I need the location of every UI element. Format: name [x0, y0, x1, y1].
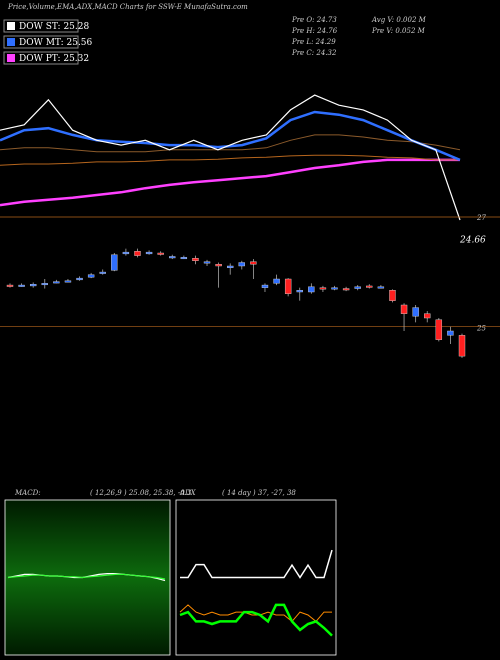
candle-body [412, 307, 419, 317]
candle-body [122, 251, 130, 255]
legend-label: DOW PT: 25.32 [19, 54, 89, 64]
candle-body [227, 265, 234, 268]
candle-body [342, 288, 350, 291]
candle-body [354, 286, 361, 289]
candle-body [308, 286, 315, 293]
candle-body [41, 283, 48, 286]
legend-label: DOW ST: 25.28 [19, 22, 89, 32]
volume-stat: Avg V: 0.002 M [371, 16, 427, 24]
legend-box [3, 19, 79, 33]
candle-body [284, 278, 292, 294]
line-series [0, 154, 460, 166]
legend-swatch [7, 38, 15, 46]
candle-body [29, 284, 37, 287]
annotation: 27 [476, 214, 486, 222]
volume-stat: Pre V: 0.052 M [371, 27, 426, 35]
line-series [0, 94, 461, 221]
legend-swatch [7, 54, 15, 62]
price-stat: Pre L: 24.29 [291, 38, 336, 46]
line-series [7, 573, 166, 580]
price-stat: Pre H: 24.76 [291, 27, 338, 35]
line-series [179, 603, 333, 637]
candle-body [87, 274, 95, 278]
legend-swatch [7, 22, 15, 30]
candle-body [458, 335, 466, 357]
candle-body [261, 284, 269, 288]
candle-body [157, 252, 164, 255]
panel-title: MACD: [14, 489, 41, 497]
title: Price,Volume,EMA,ADX,MACD Charts for SSW… [7, 3, 248, 11]
line-series [180, 549, 333, 579]
candle-body [435, 319, 443, 340]
legend-box [3, 35, 79, 49]
candle-body [169, 256, 176, 259]
candle-body [203, 261, 211, 264]
candle-body [145, 251, 153, 255]
candle-body [319, 287, 327, 290]
candle-body [447, 330, 454, 336]
candle-body [250, 261, 257, 265]
candle-body [134, 251, 141, 256]
panel-subtitle: ( 14 day ) 37, -27, 38 [222, 489, 296, 497]
candle-body [99, 271, 106, 274]
candle-body [18, 284, 25, 287]
candle-body [238, 262, 245, 267]
candle-body [389, 290, 396, 301]
candle-body [296, 290, 303, 293]
legend-box [3, 51, 79, 65]
line-series [0, 134, 461, 153]
candle-body [192, 258, 199, 262]
candle-body [424, 313, 431, 319]
candle-body [6, 284, 14, 287]
candle-body [53, 281, 60, 284]
price-stat: Pre O: 24.73 [291, 16, 337, 24]
price-stat: Pre C: 24.32 [291, 49, 337, 57]
candle-body [64, 280, 72, 283]
candle-body [331, 287, 338, 290]
candle-body [215, 264, 222, 267]
candle-body [76, 277, 83, 281]
line-series [0, 110, 461, 162]
candle-body [180, 257, 188, 260]
y-tick-label: 25 [476, 325, 486, 333]
candle-body [377, 286, 385, 289]
candle-body [400, 304, 408, 314]
line-series [179, 604, 332, 623]
panel-subtitle: ( 12,26,9 ) 25.08, 25.38, -0.3 [90, 489, 192, 497]
candle-body [273, 278, 280, 284]
annotation: 24.66 [459, 236, 486, 246]
candle-body [111, 254, 118, 271]
legend-label: DOW MT: 25.56 [19, 38, 93, 48]
candle-body [366, 285, 373, 288]
panel-title: ADX [179, 489, 197, 497]
line-series [0, 158, 460, 207]
